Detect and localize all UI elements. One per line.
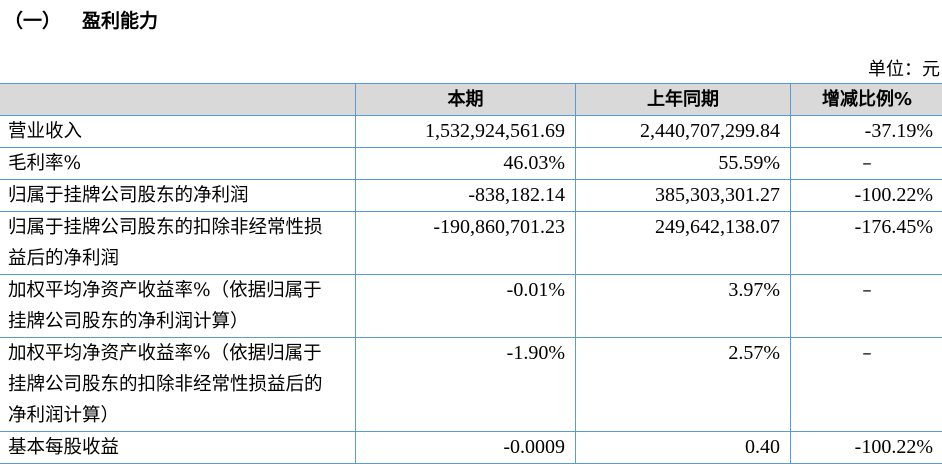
prior-value: 55.59% — [575, 147, 791, 180]
prior-value: 385,303,301.27 — [575, 179, 791, 212]
prior-value: 0.40 — [575, 431, 791, 464]
section-number: （一） — [4, 10, 62, 32]
header-current: 本期 — [355, 83, 576, 116]
header-change: 增减比例% — [790, 83, 942, 116]
current-value: -0.01% — [355, 274, 576, 338]
change-value: -37.19% — [790, 115, 942, 148]
current-value: 46.03% — [355, 147, 576, 180]
row-label: 归属于挂牌公司股东的扣除非经常性损益后的净利润 — [0, 211, 356, 275]
table-row: 加权平均净资产收益率%（依据归属于挂牌公司股东的扣除非经常性损益后的净利润计算）… — [0, 337, 942, 432]
unit-label: 单位：元 — [868, 59, 940, 80]
current-value: -1.90% — [355, 337, 576, 432]
row-label: 基本每股收益 — [0, 431, 356, 464]
header-item — [0, 83, 356, 116]
table-row: 毛利率% 46.03% 55.59% – — [0, 147, 942, 180]
change-value: -100.22% — [790, 431, 942, 464]
row-label: 加权平均净资产收益率%（依据归属于挂牌公司股东的扣除非经常性损益后的净利润计算） — [0, 337, 356, 432]
change-value: -100.22% — [790, 179, 942, 212]
section-title: 盈利能力 — [82, 10, 159, 32]
row-label: 营业收入 — [0, 115, 356, 148]
prior-value: 249,642,138.07 — [575, 211, 791, 275]
change-value: -176.45% — [790, 211, 942, 275]
current-value: -190,860,701.23 — [355, 211, 576, 275]
change-value: – — [790, 274, 942, 338]
prior-value: 2,440,707,299.84 — [575, 115, 791, 148]
table-row: 加权平均净资产收益率%（依据归属于挂牌公司股东的净利润计算） -0.01% 3.97… — [0, 274, 942, 338]
change-value: – — [790, 337, 942, 432]
current-value: 1,532,924,561.69 — [355, 115, 576, 148]
table-row: 归属于挂牌公司股东的扣除非经常性损益后的净利润 -190,860,701.23 24… — [0, 211, 942, 275]
table-row: 基本每股收益 -0.0009 0.40 -100.22% — [0, 431, 942, 464]
row-label: 归属于挂牌公司股东的净利润 — [0, 179, 356, 212]
header-prior: 上年同期 — [575, 83, 791, 116]
prior-value: 3.97% — [575, 274, 791, 338]
change-value: – — [790, 147, 942, 180]
table-header-row: 本期 上年同期 增减比例% — [0, 83, 942, 116]
current-value: -838,182.14 — [355, 179, 576, 212]
section-heading: （一） 盈利能力 — [4, 6, 158, 33]
profitability-table: 本期 上年同期 增减比例% 营业收入 1,532,924,561.69 2,440,… — [0, 83, 942, 464]
table-row: 营业收入 1,532,924,561.69 2,440,707,299.84 -37.… — [0, 115, 942, 148]
table-row: 归属于挂牌公司股东的净利润 -838,182.14 385,303,301.27 -1… — [0, 179, 942, 212]
row-label: 加权平均净资产收益率%（依据归属于挂牌公司股东的净利润计算） — [0, 274, 356, 338]
current-value: -0.0009 — [355, 431, 576, 464]
row-label: 毛利率% — [0, 147, 356, 180]
prior-value: 2.57% — [575, 337, 791, 432]
